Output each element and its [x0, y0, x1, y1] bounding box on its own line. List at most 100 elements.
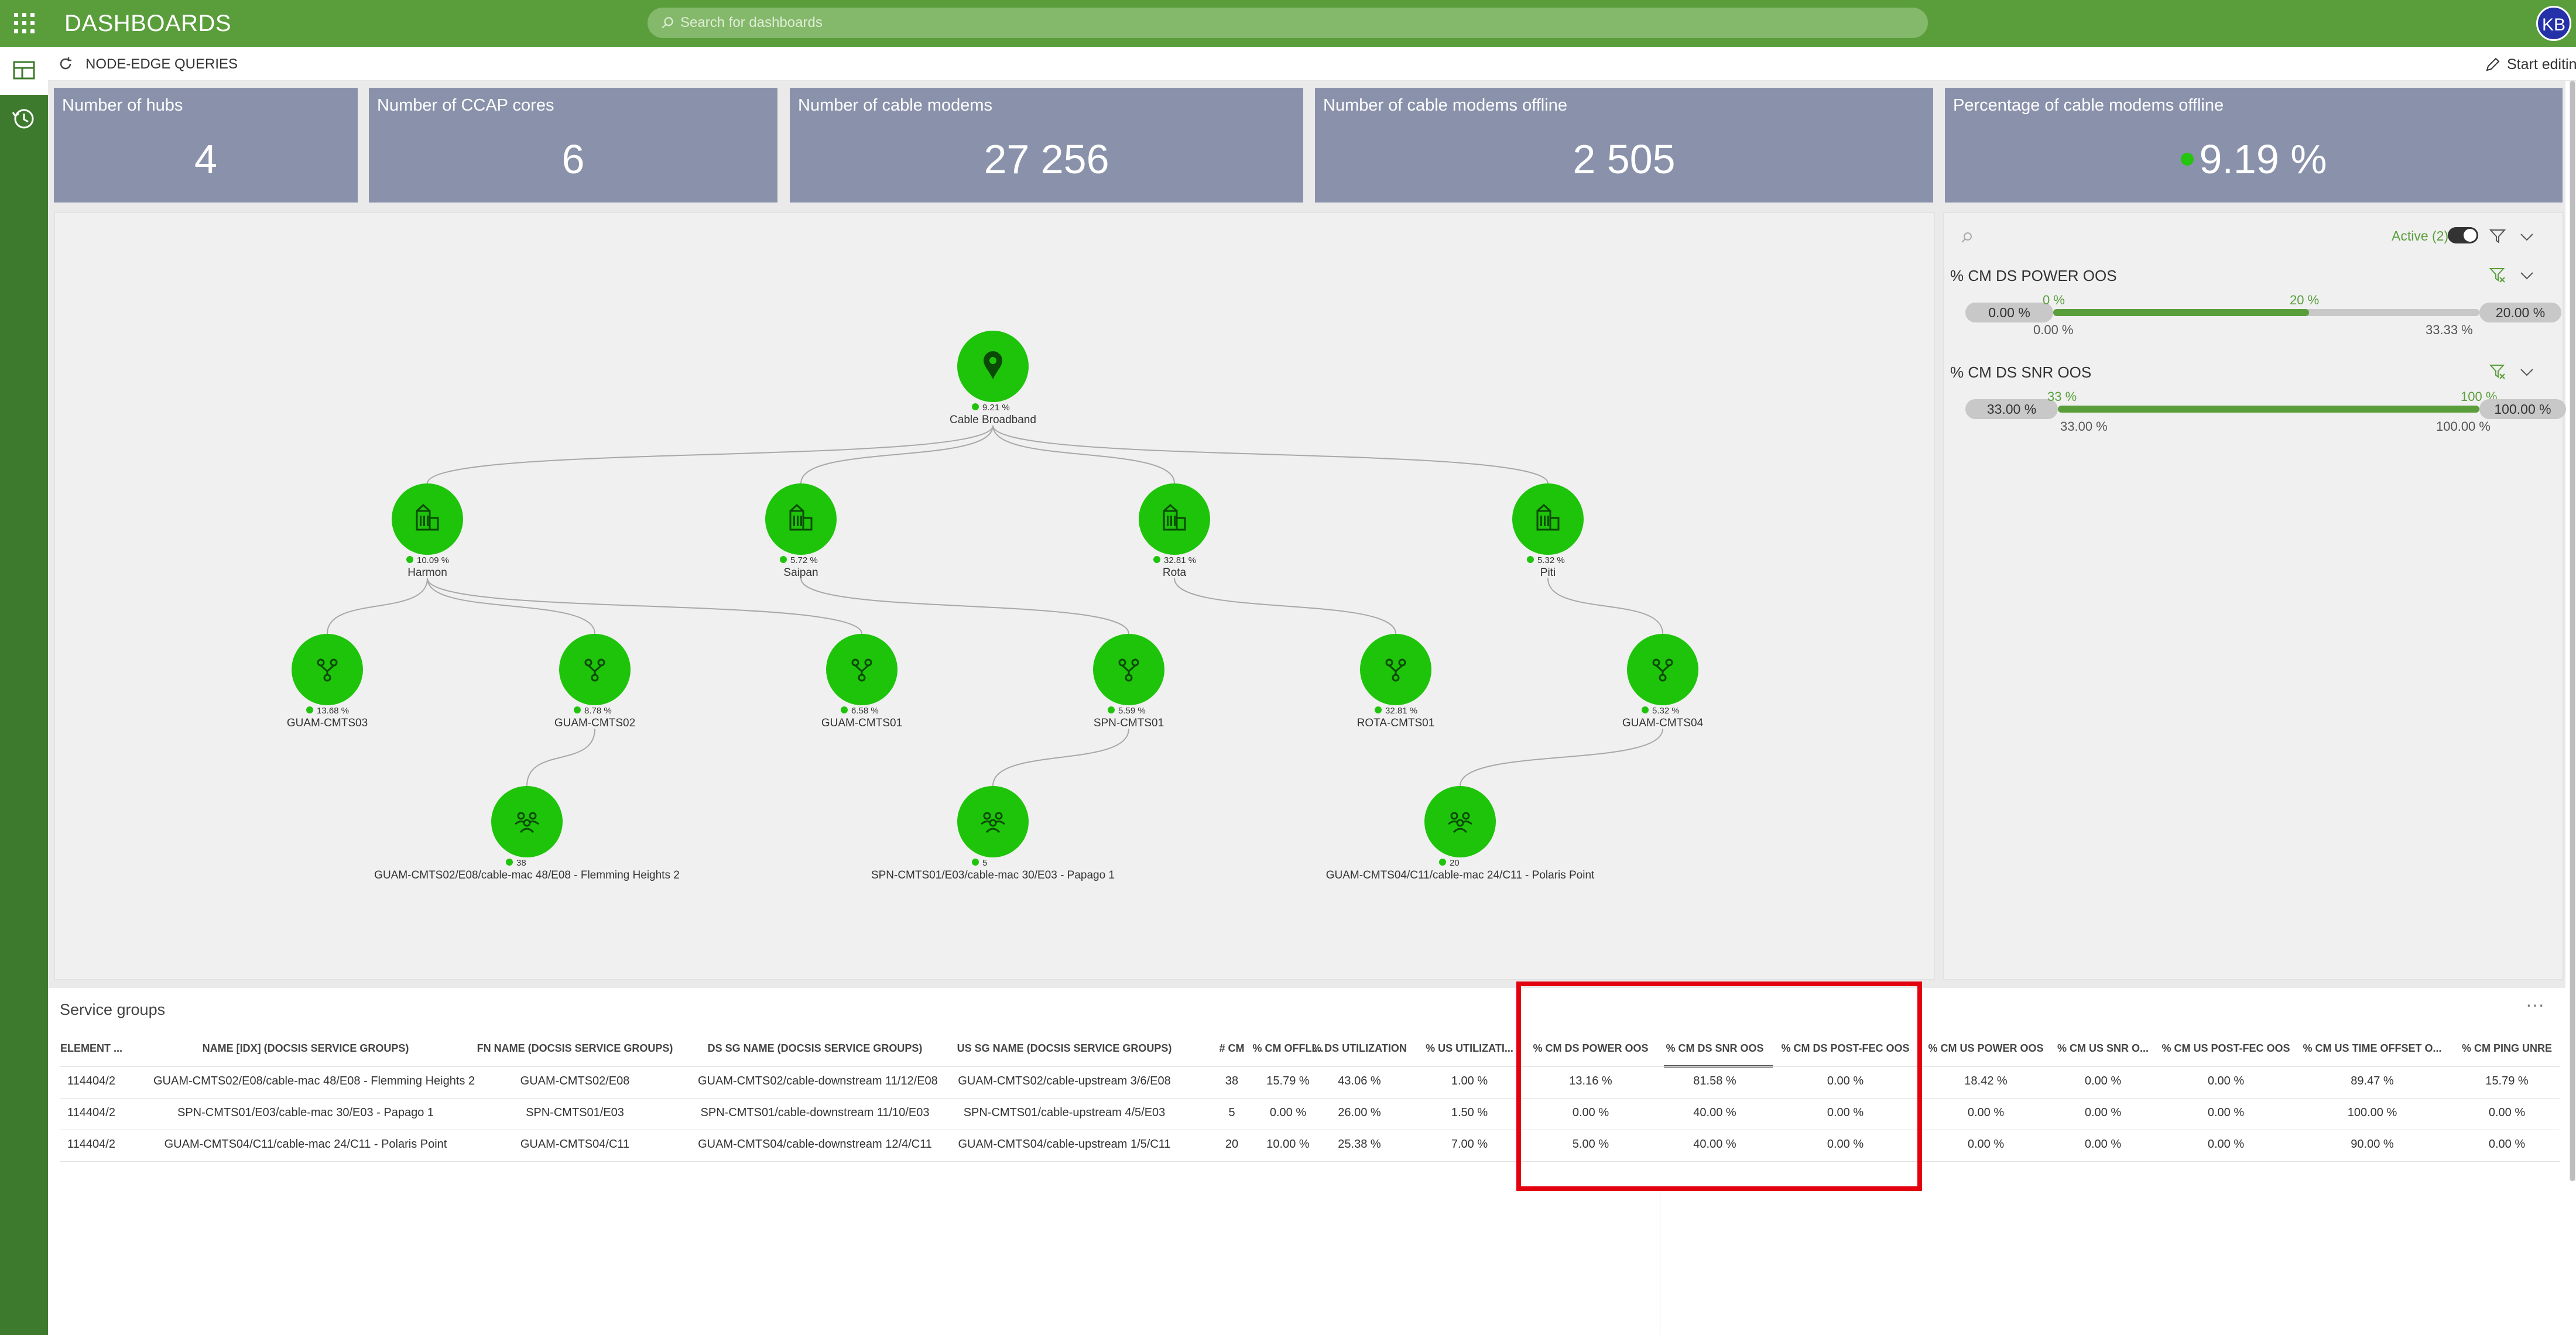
- apps-grid-icon[interactable]: [14, 13, 35, 34]
- scroll-thumb[interactable]: [2570, 81, 2575, 1181]
- graph-edge: [1547, 578, 1663, 634]
- table-cell: 10.00 %: [1266, 1138, 1310, 1151]
- graph-node-cmts[interactable]: 5.59 %SPN-CMTS01: [1093, 634, 1164, 729]
- kpi-value-wrap: 9.19 %: [1945, 136, 2563, 183]
- dashboards-nav-button[interactable]: [0, 47, 48, 95]
- graph-node-root[interactable]: 9.21 %Cable Broadband: [950, 331, 1036, 426]
- column-header[interactable]: FN NAME (DOCSIS SERVICE GROUPS): [477, 1042, 673, 1054]
- kpi-ccap-cores: Number of CCAP cores 6: [369, 88, 777, 203]
- service-groups-table: Service groups ··· ELEMENT ... NAME [IDX]…: [48, 988, 2565, 1335]
- start-editing-button[interactable]: Start editing: [2481, 53, 2576, 75]
- table-title: Service groups: [60, 1001, 166, 1018]
- graph-node-cmts[interactable]: 13.68 %GUAM-CMTS03: [287, 634, 368, 729]
- table-cell: 1.50 %: [1451, 1106, 1488, 1119]
- node-label: GUAM-CMTS02/E08/cable-mac 48/E08 - Flemm…: [374, 869, 680, 881]
- column-header[interactable]: % DS UTILIZATION: [1312, 1042, 1407, 1054]
- range-selected[interactable]: [2058, 406, 2479, 413]
- node-percentage: 9.21 %: [982, 403, 1010, 413]
- chevron-down-icon[interactable]: [2518, 228, 2536, 246]
- range-selected[interactable]: [2053, 309, 2309, 316]
- building-icon: [1163, 503, 1186, 531]
- column-header[interactable]: DS SG NAME (DOCSIS SERVICE GROUPS): [707, 1042, 923, 1054]
- column-header[interactable]: % CM PING UNRE: [2461, 1042, 2552, 1054]
- status-dot: [406, 556, 413, 563]
- group-icon: [1448, 812, 1472, 833]
- node-percentage: 5.32 %: [1537, 555, 1565, 565]
- dashboard-name: NODE-EDGE QUERIES: [85, 56, 238, 72]
- column-header[interactable]: % CM US POST-FEC OOS: [2161, 1042, 2290, 1054]
- column-header[interactable]: % CM DS POST-FEC OOS: [1781, 1042, 1910, 1054]
- kpi-title: Number of cable modems: [798, 96, 993, 115]
- filter-title: % CM DS POWER OOS: [1950, 267, 2117, 284]
- column-header[interactable]: % CM US POWER OOS: [1928, 1042, 2044, 1054]
- table-cell: 40.00 %: [1693, 1138, 1736, 1151]
- column-header[interactable]: # CM: [1219, 1042, 1245, 1054]
- node-percentage: 5: [982, 858, 987, 868]
- table-more-button[interactable]: ···: [2526, 994, 2544, 1015]
- table-cell: 7.00 %: [1451, 1138, 1488, 1151]
- app-title: DASHBOARDS: [64, 11, 232, 36]
- user-avatar[interactable]: KB: [2536, 6, 2571, 41]
- search-input[interactable]: Search for dashboards: [648, 8, 1928, 38]
- column-header[interactable]: NAME [IDX] (DOCSIS SERVICE GROUPS): [202, 1042, 409, 1054]
- column-header[interactable]: ELEMENT ...: [60, 1042, 122, 1054]
- graph-edge: [526, 728, 595, 787]
- table-cell: SPN-CMTS01/E03/cable-mac 30/E03 - Papago…: [177, 1106, 434, 1119]
- chevron-down-icon[interactable]: [2518, 363, 2536, 381]
- graph-node-cmts[interactable]: 5.32 %GUAM-CMTS04: [1622, 634, 1704, 729]
- column-header[interactable]: % CM OFFLI...: [1252, 1042, 1324, 1054]
- status-dot: [1375, 706, 1382, 713]
- table-cell: GUAM-CMTS04/cable-downstream 12/4/C11: [698, 1138, 932, 1151]
- refresh-icon[interactable]: [56, 54, 75, 73]
- column-header[interactable]: % CM DS POWER OOS: [1533, 1042, 1649, 1054]
- graph-node-cmts[interactable]: 32.81 %ROTA-CMTS01: [1357, 634, 1435, 729]
- table-cell: 114404/2: [67, 1138, 115, 1151]
- range-lo: 0.00 %: [2033, 322, 2074, 337]
- table-cell: 43.06 %: [1338, 1075, 1381, 1087]
- table-cell: 5.00 %: [1572, 1138, 1609, 1151]
- range-min-input[interactable]: 33.00 %: [1965, 399, 2058, 419]
- graph-node-hub[interactable]: 5.72 % Saipan: [765, 483, 837, 579]
- column-header[interactable]: % CM US SNR O...: [2057, 1042, 2149, 1054]
- active-filters-toggle[interactable]: [2448, 227, 2478, 243]
- range-min-input[interactable]: 0.00 %: [1965, 303, 2053, 322]
- node-label: GUAM-CMTS04: [1622, 717, 1704, 729]
- table-cell: 13.16 %: [1569, 1075, 1612, 1087]
- graph-node-cmts[interactable]: 6.58 %GUAM-CMTS01: [821, 634, 902, 729]
- table-cell: 15.79 %: [2485, 1075, 2529, 1087]
- column-header[interactable]: % CM US TIME OFFSET O...: [2303, 1042, 2442, 1054]
- table-cell: SPN-CMTS01/cable-downstream 11/10/E03: [700, 1106, 930, 1119]
- range-max-input[interactable]: 20.00 %: [2479, 303, 2561, 322]
- kpi-title: Number of CCAP cores: [377, 96, 554, 115]
- table-cell: 0.00 %: [2084, 1106, 2122, 1119]
- graph-node-cmts[interactable]: 8.78 %GUAM-CMTS02: [554, 634, 635, 729]
- graph-canvas: 9.21 %Cable Broadband 10.09 % Harmon 5.72 %…: [287, 331, 1704, 881]
- range-hi: 33.33 %: [2426, 322, 2473, 337]
- node-label: Harmon: [407, 567, 447, 579]
- graph-node-hub[interactable]: 10.09 % Harmon: [392, 483, 463, 579]
- column-header[interactable]: % US UTILIZATI...: [1426, 1042, 1513, 1054]
- column-header[interactable]: US SG NAME (DOCSIS SERVICE GROUPS): [957, 1042, 1172, 1054]
- column-header[interactable]: % CM DS SNR OOS: [1666, 1042, 1764, 1054]
- graph-node-hub[interactable]: 32.81 % Rota: [1139, 483, 1210, 579]
- node-percentage: 13.68 %: [317, 706, 349, 716]
- range-hi: 100.00 %: [2436, 419, 2491, 434]
- search-icon[interactable]: [1960, 231, 1974, 245]
- graph-node-hub[interactable]: 5.32 % Piti: [1512, 483, 1584, 579]
- graph-edge: [800, 578, 1129, 634]
- filter-clear-icon[interactable]: [2489, 362, 2506, 380]
- network-icon: [1652, 658, 1673, 682]
- status-dot: [1527, 556, 1534, 563]
- chevron-down-icon[interactable]: [2518, 267, 2536, 284]
- page-scrollbar[interactable]: [2569, 81, 2576, 1181]
- filter-clear-icon[interactable]: [2489, 266, 2506, 283]
- history-nav-button[interactable]: [0, 95, 48, 143]
- table-cell: SPN-CMTS01/E03: [526, 1106, 624, 1119]
- range-max-input[interactable]: 100.00 %: [2479, 399, 2566, 419]
- filter-icon[interactable]: [2489, 227, 2506, 245]
- table-cell: 0.00 %: [2488, 1138, 2526, 1151]
- node-percentage: 10.09 %: [417, 555, 449, 565]
